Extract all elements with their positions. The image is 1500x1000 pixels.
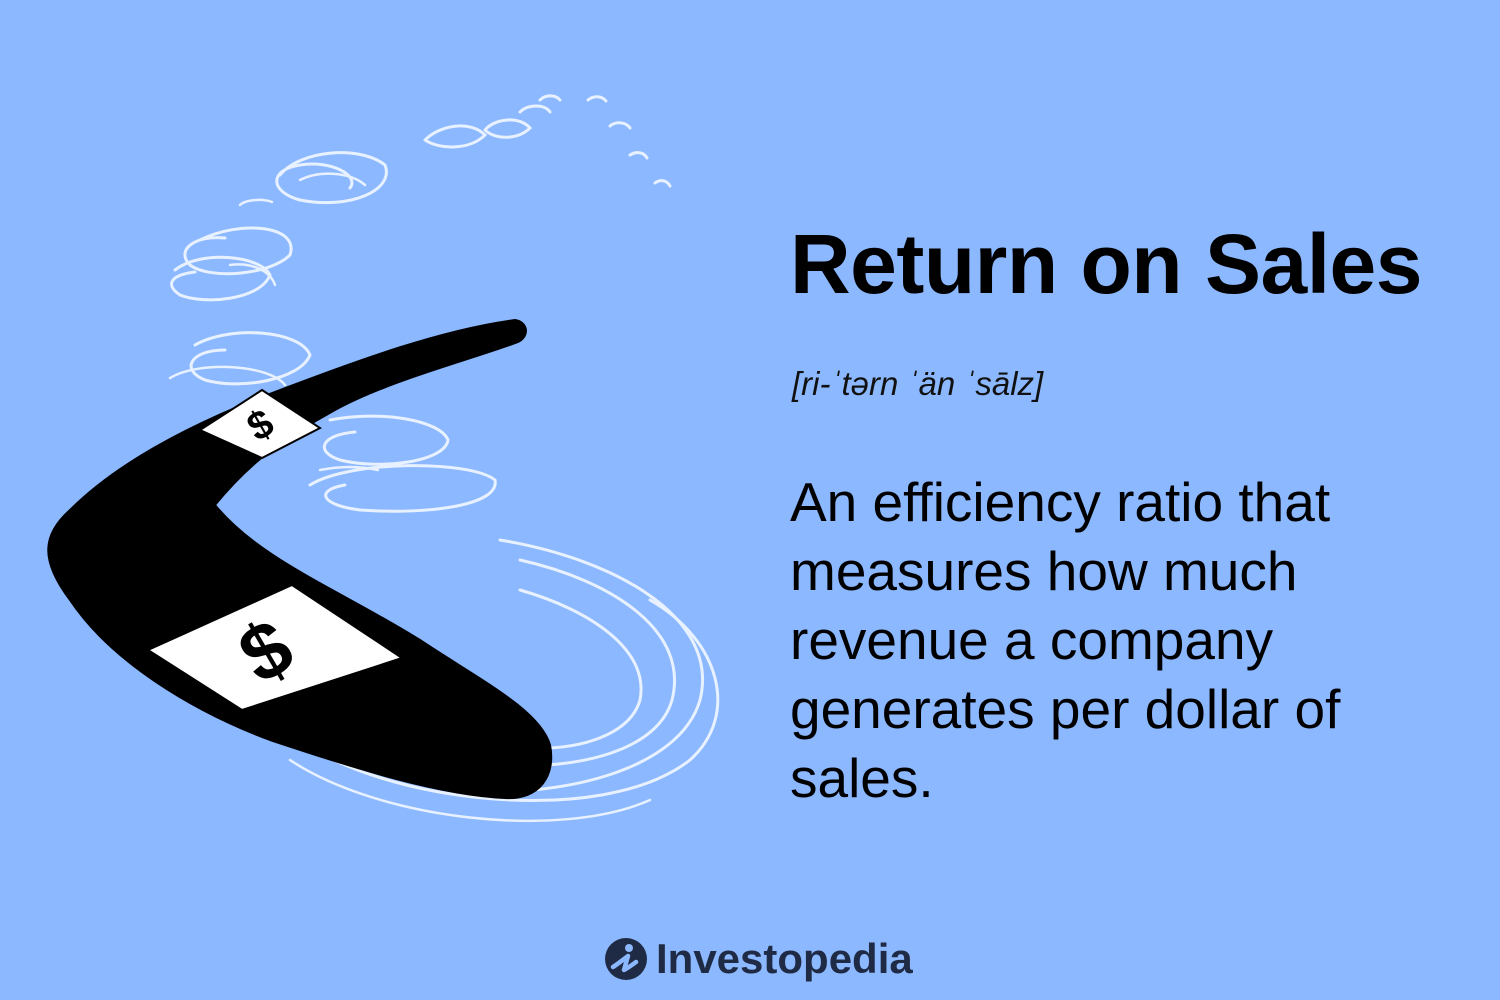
dollar-band-bottom: $ [145,583,405,712]
pronunciation-text: [ri-ˈtərn ˈän ˈsālz] [792,365,1044,402]
boomerang: $ $ [47,318,553,800]
definition-text: An efficiency ratio that measures how mu… [790,471,1341,809]
page-title: Return on Sales [790,217,1422,311]
investopedia-logo-icon [605,938,647,980]
brand-name: Investopedia [656,935,913,982]
dollar-band-top: $ [197,388,322,460]
motion-swirls [168,94,720,823]
brand-logo: Investopedia [604,932,913,986]
boomerang-illustration: $ $ [47,94,720,823]
